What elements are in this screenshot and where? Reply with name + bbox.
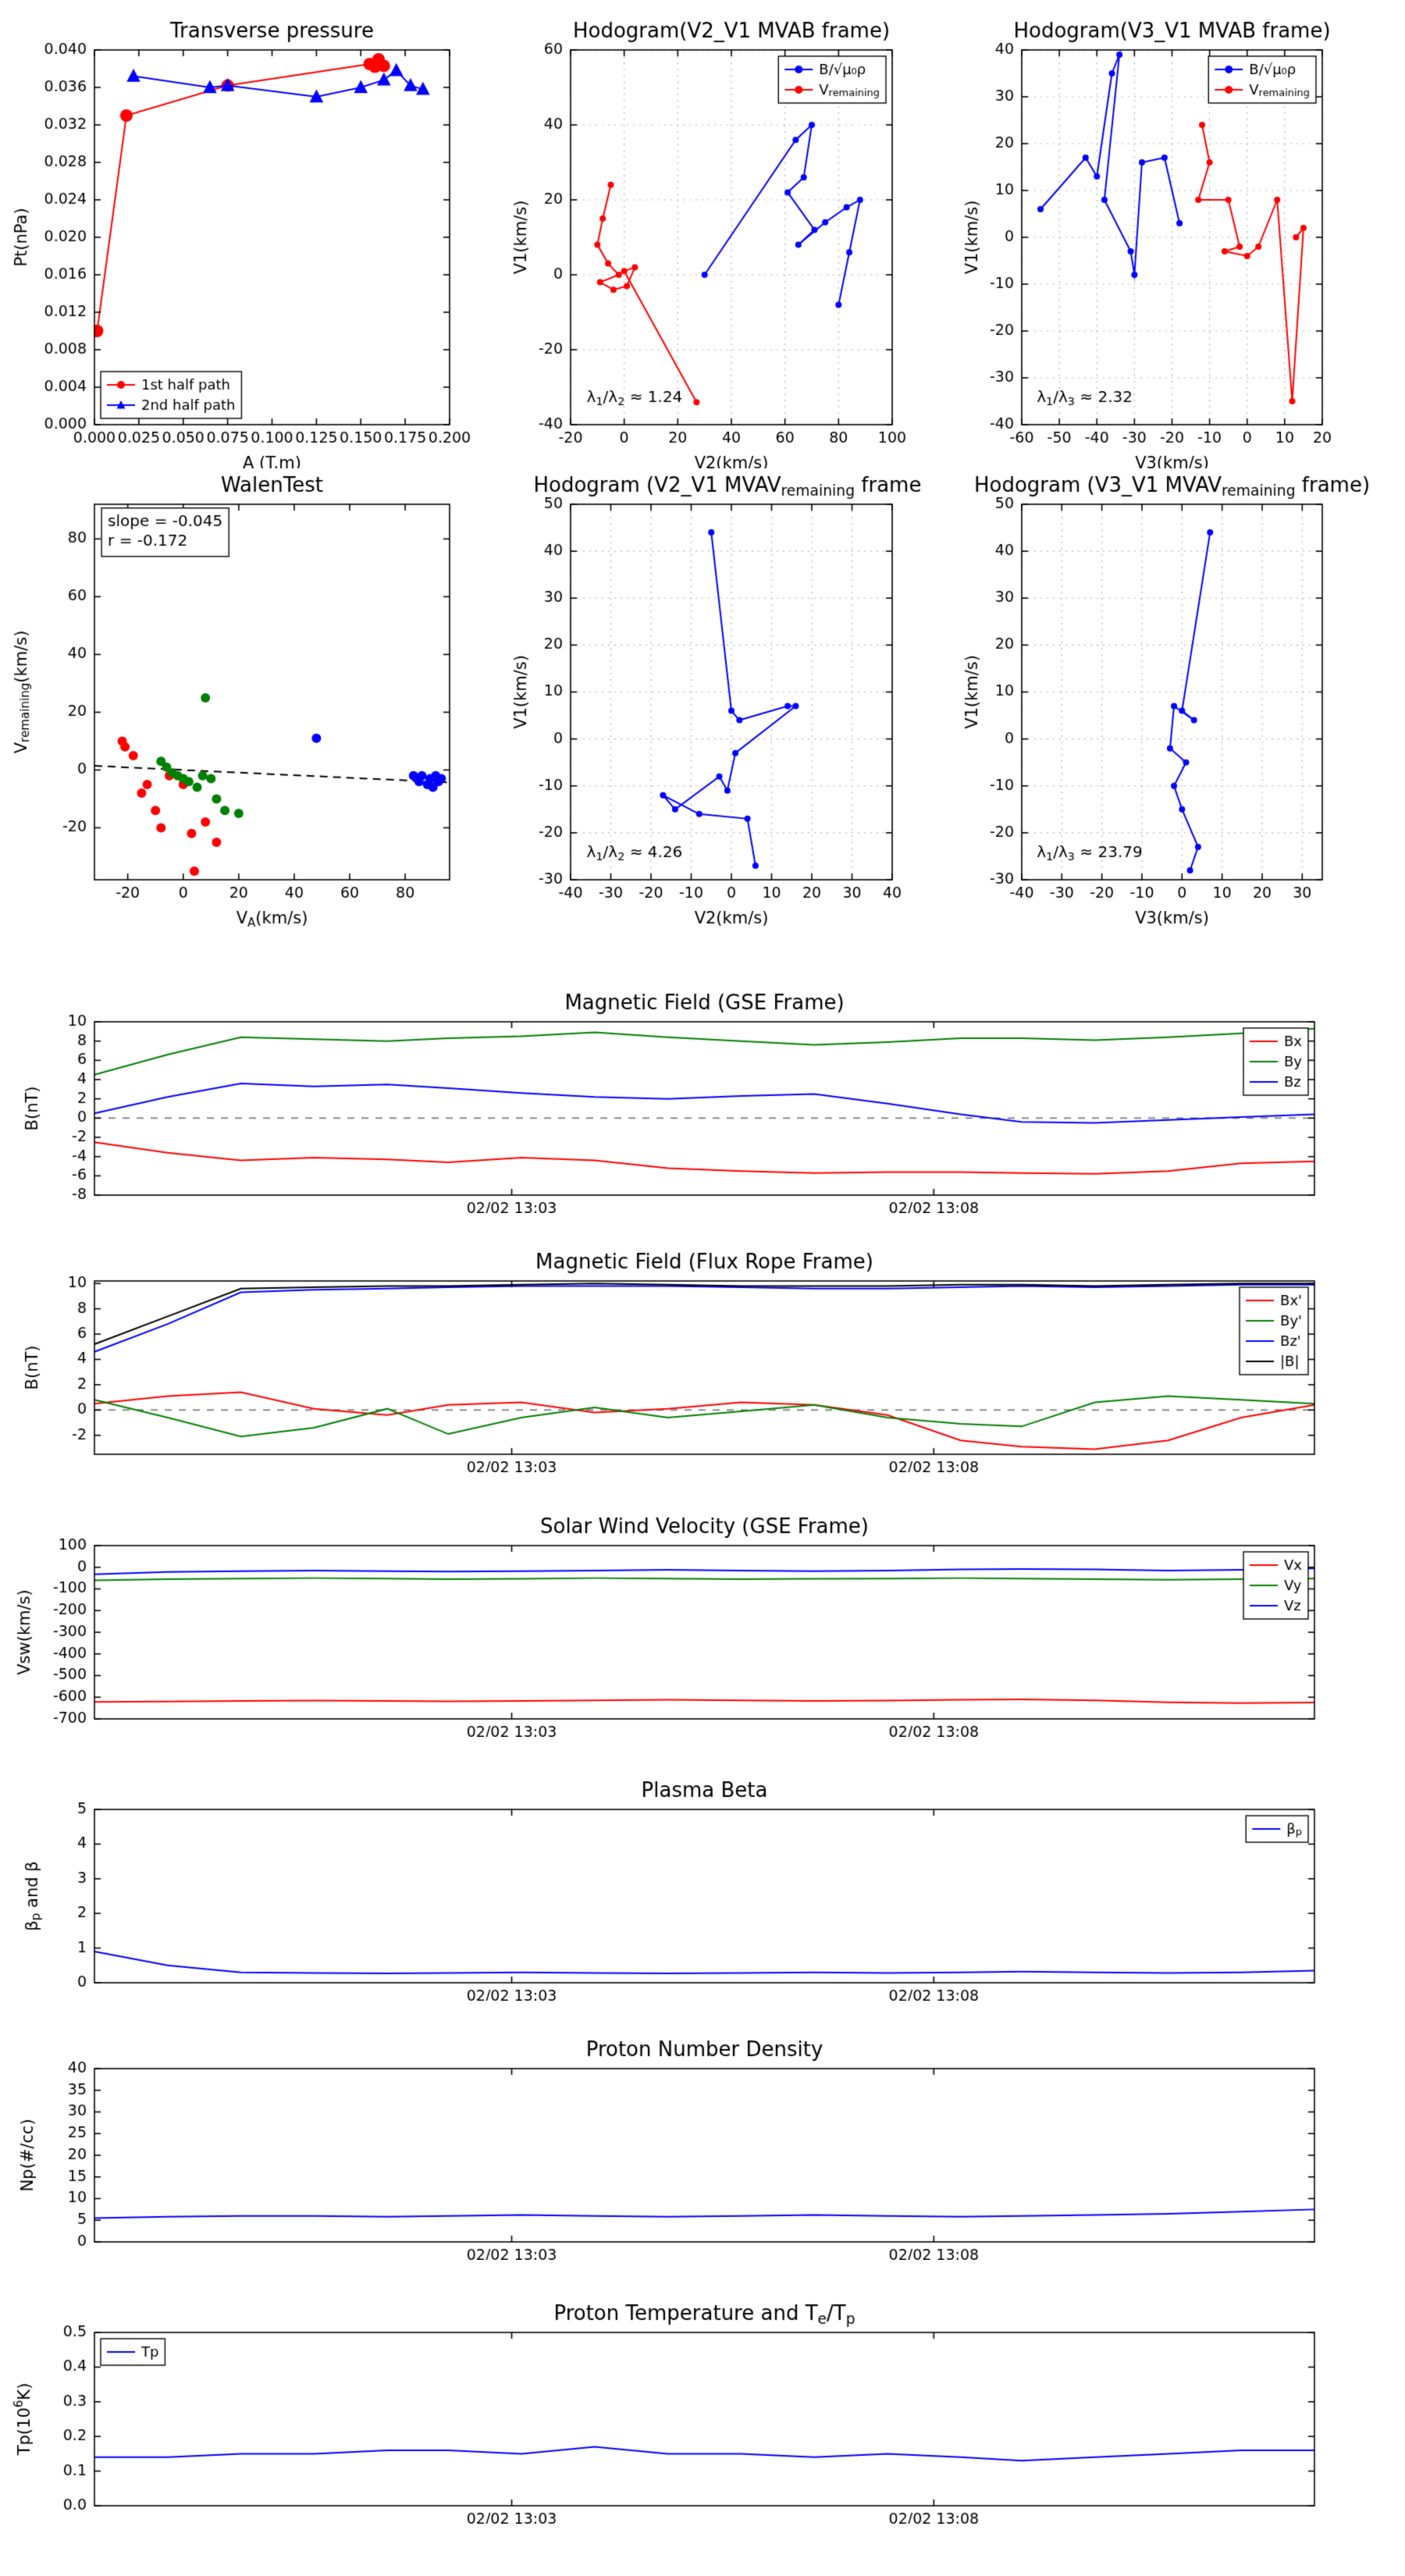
transverse-pressure-canvas [0,8,484,468]
chart-solar-wind-velocity [0,1503,1405,1737]
chart-proton-number-density [0,2026,1405,2260]
chart-hodogram-v2v1-mvav [484,468,921,952]
solar-wind-velocity-canvas [0,1503,1405,1737]
chart-proton-temperature [0,2290,1405,2524]
plasma-beta-canvas [0,1767,1405,2001]
hodogram-v2v1-mvab-canvas [484,8,921,468]
chart-magnetic-field-flux-rope [0,1238,1405,1472]
walen-test-canvas [0,468,484,952]
chart-transverse-pressure [0,8,484,468]
chart-plasma-beta [0,1767,1405,2001]
chart-magnetic-field-gse [0,979,1405,1213]
chart-walen-test [0,468,484,952]
hodogram-v3v1-mvab-canvas [921,8,1405,468]
hodogram-v3v1-mvav-canvas [921,468,1405,952]
magnetic-field-flux-rope-canvas [0,1238,1405,1472]
hodogram-v2v1-mvav-canvas [484,468,921,952]
chart-hodogram-v3v1-mvav [921,468,1405,952]
proton-temperature-canvas [0,2290,1405,2524]
proton-number-density-canvas [0,2026,1405,2260]
chart-hodogram-v2v1-mvab [484,8,921,468]
chart-hodogram-v3v1-mvab [921,8,1405,468]
magnetic-field-gse-canvas [0,979,1405,1213]
